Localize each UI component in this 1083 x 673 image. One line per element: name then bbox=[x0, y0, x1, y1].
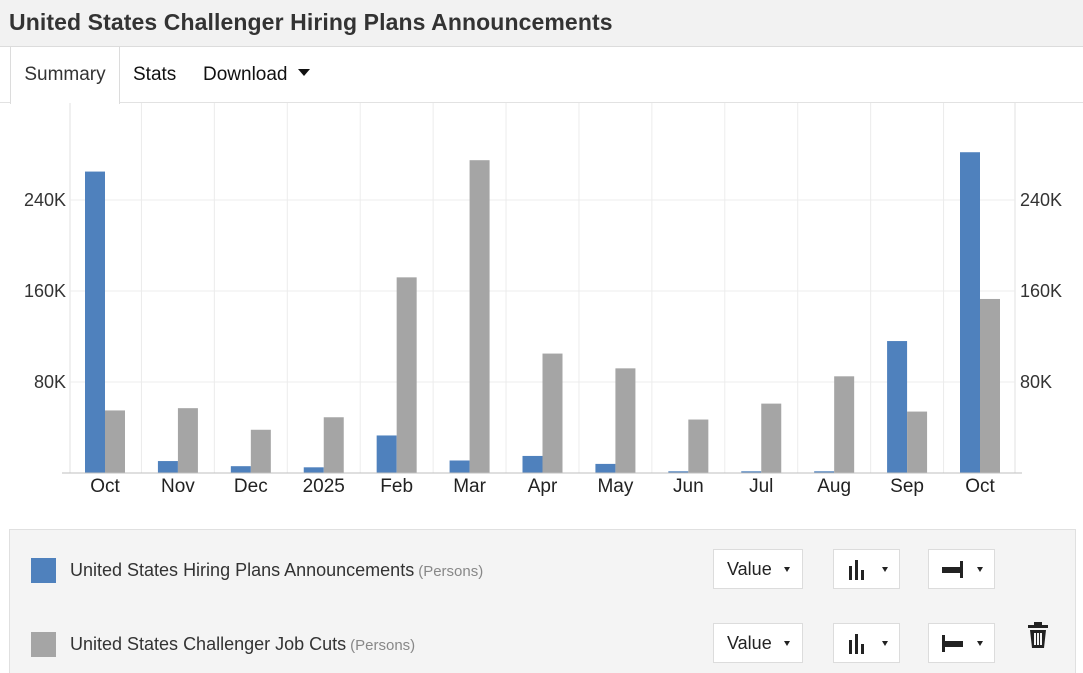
y-tick-label-right: 240K bbox=[1020, 190, 1062, 210]
value-dropdown[interactable]: Value bbox=[713, 623, 803, 663]
y-tick-label-right: 80K bbox=[1020, 372, 1052, 392]
trash-icon[interactable] bbox=[1027, 622, 1049, 648]
bar-hiring-plans: United States Hiring Plans Announcements… bbox=[376, 435, 397, 473]
x-tick-label: Dec bbox=[234, 476, 268, 497]
bar-job-cuts: United States Challenger Job Cuts Jul: 6… bbox=[761, 403, 782, 473]
legend-series-name: United States Challenger Job Cuts bbox=[70, 634, 347, 654]
value-dropdown-label: Value bbox=[727, 633, 772, 653]
chart-type-dropdown[interactable] bbox=[833, 623, 900, 663]
legend-swatch-job-cuts bbox=[31, 632, 56, 657]
bar-job-cuts: United States Challenger Job Cuts Jun: 4… bbox=[688, 419, 709, 473]
chart-axes: 80K 80K 160K 160K 240K 240K Oct Nov Dec 2025 Feb Ma… bbox=[24, 190, 1062, 497]
chart-grid bbox=[69, 103, 1016, 473]
value-dropdown[interactable]: Value bbox=[713, 549, 803, 589]
legend-swatch-hiring-plans bbox=[31, 558, 56, 583]
bar-job-cuts: United States Challenger Job Cuts 2025: … bbox=[323, 417, 344, 473]
bar-hiring-plans: United States Hiring Plans Announcements… bbox=[814, 471, 835, 473]
chart-type-dropdown[interactable] bbox=[833, 549, 900, 589]
bar-hiring-plans: United States Hiring Plans Announcements… bbox=[595, 463, 616, 473]
chart-bars: United States Hiring Plans Announcements… bbox=[85, 152, 1000, 473]
legend-row-job-cuts: United States Challenger Job Cuts (Person… bbox=[10, 620, 1077, 670]
y-tick-label-left: 160K bbox=[24, 281, 66, 301]
y-tick-label-left: 80K bbox=[34, 372, 66, 392]
bar-hiring-plans: United States Hiring Plans Announcements… bbox=[741, 471, 762, 473]
bar-job-cuts: United States Challenger Job Cuts Oct: 1… bbox=[980, 298, 1000, 473]
caret-down-icon bbox=[882, 567, 888, 572]
tab-download-label: Download bbox=[203, 64, 288, 85]
value-dropdown-label: Value bbox=[727, 559, 772, 579]
bar-hiring-plans: United States Hiring Plans Announcements… bbox=[960, 152, 980, 473]
bar-chart-icon bbox=[849, 560, 864, 580]
bar-job-cuts: United States Challenger Job Cuts Sep: 5… bbox=[907, 411, 928, 473]
legend-series-unit: (Persons) bbox=[350, 637, 416, 654]
bar-hiring-plans: United States Hiring Plans Announcements… bbox=[303, 467, 324, 473]
bar-hiring-plans: United States Hiring Plans Announcements… bbox=[887, 341, 908, 473]
bar-job-cuts: United States Challenger Job Cuts Dec: 3… bbox=[250, 429, 271, 473]
y-tick-label-left: 240K bbox=[24, 190, 66, 210]
x-tick-label: Oct bbox=[90, 476, 120, 497]
bar-hiring-plans: United States Hiring Plans Announcements… bbox=[85, 171, 105, 473]
x-tick-label: Aug bbox=[817, 476, 851, 497]
bar-hiring-plans: United States Hiring Plans Announcements… bbox=[449, 460, 470, 473]
legend-row-hiring-plans: United States Hiring Plans Announcements… bbox=[10, 546, 1077, 596]
page-title: United States Challenger Hiring Plans An… bbox=[9, 9, 613, 35]
tab-stats[interactable]: Stats bbox=[133, 64, 177, 85]
bar-chart-icon bbox=[849, 634, 864, 654]
x-tick-label: 2025 bbox=[303, 476, 345, 497]
x-tick-label: Oct bbox=[965, 476, 995, 497]
x-tick-label: Feb bbox=[380, 476, 413, 497]
caret-down-icon bbox=[977, 641, 983, 646]
axis-dropdown[interactable] bbox=[928, 549, 995, 589]
tab-summary[interactable]: Summary bbox=[10, 47, 120, 104]
x-tick-label: Jul bbox=[749, 476, 773, 497]
bar-job-cuts: United States Challenger Job Cuts Apr: 1… bbox=[542, 353, 563, 473]
title-bar: United States Challenger Hiring Plans An… bbox=[0, 0, 1083, 47]
legend-panel: United States Hiring Plans Announcements… bbox=[9, 529, 1076, 673]
legend-label-hiring-plans: United States Hiring Plans Announcements… bbox=[70, 560, 483, 581]
caret-down-icon bbox=[784, 641, 790, 646]
chevron-down-icon bbox=[297, 69, 310, 77]
x-tick-label: Nov bbox=[161, 476, 195, 497]
caret-down-icon bbox=[882, 641, 888, 646]
caret-down-icon bbox=[784, 567, 790, 572]
bar-hiring-plans: United States Hiring Plans Announcements… bbox=[157, 461, 178, 473]
axis-dropdown[interactable] bbox=[928, 623, 995, 663]
bar-hiring-plans: United States Hiring Plans Announcements… bbox=[230, 466, 251, 473]
bar-job-cuts: United States Challenger Job Cuts Nov: 5… bbox=[177, 408, 198, 473]
bar-job-cuts: United States Challenger Job Cuts May: 9… bbox=[615, 368, 636, 473]
bar-chart: United States Hiring Plans Announcements… bbox=[24, 103, 1062, 497]
bar-job-cuts: United States Challenger Job Cuts Mar: 2… bbox=[469, 160, 490, 473]
y-tick-label-right: 160K bbox=[1020, 281, 1062, 301]
left-axis-icon bbox=[942, 635, 963, 652]
x-tick-label: May bbox=[597, 476, 633, 497]
bar-job-cuts: United States Challenger Job Cuts Aug: 8… bbox=[834, 376, 855, 473]
tab-bar: Summary Stats Download bbox=[0, 47, 1083, 104]
x-tick-label: Sep bbox=[890, 476, 924, 497]
legend-series-name: United States Hiring Plans Announcements bbox=[70, 560, 415, 580]
bar-hiring-plans: United States Hiring Plans Announcements… bbox=[522, 455, 543, 473]
x-tick-label: Jun bbox=[673, 476, 704, 497]
tab-download[interactable]: Download bbox=[203, 47, 310, 103]
caret-down-icon bbox=[977, 567, 983, 572]
bar-job-cuts: United States Challenger Job Cuts Oct: 5… bbox=[105, 410, 125, 473]
right-axis-icon bbox=[942, 561, 963, 578]
x-tick-label: Mar bbox=[453, 476, 486, 497]
bar-hiring-plans: United States Hiring Plans Announcements… bbox=[668, 471, 689, 473]
bar-job-cuts: United States Challenger Job Cuts Feb: 1… bbox=[396, 277, 417, 473]
legend-label-job-cuts: United States Challenger Job Cuts (Person… bbox=[70, 634, 415, 655]
legend-series-unit: (Persons) bbox=[418, 563, 484, 580]
x-tick-label: Apr bbox=[528, 476, 558, 497]
